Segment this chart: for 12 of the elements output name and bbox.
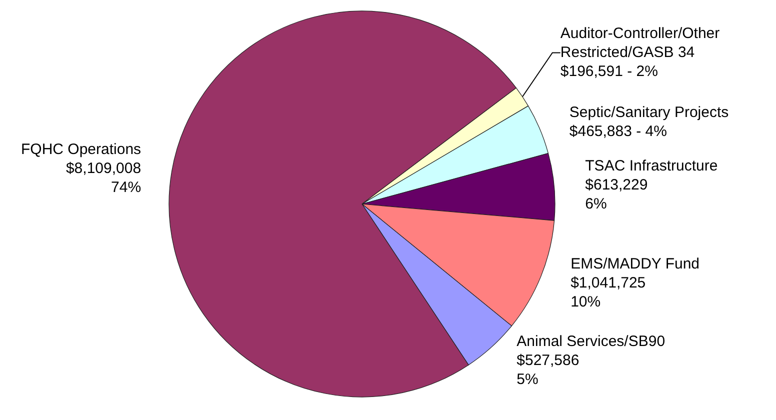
slice-label: Auditor-Controller/Other Restricted/GASB 34 (560, 25, 724, 62)
data-label: $196,591 - 2% (560, 63, 658, 80)
slice-label: EMS/MADDY Fund (570, 256, 700, 273)
data-label: $465,883 - 4% (569, 122, 667, 140)
data-label: $8,109,008 74% (66, 160, 142, 196)
slice-label: Septic/Sanitary Projects (569, 104, 729, 121)
data-label: $527,586 5% (516, 352, 580, 388)
data-label: $1,041,725 10% (570, 274, 646, 311)
slice-label: FQHC Operations (21, 140, 142, 158)
slice-label: TSAC Infrastructure (585, 158, 718, 175)
slice-label: Animal Services/SB90 (516, 332, 666, 350)
data-label: $613,229 6% (585, 176, 648, 213)
